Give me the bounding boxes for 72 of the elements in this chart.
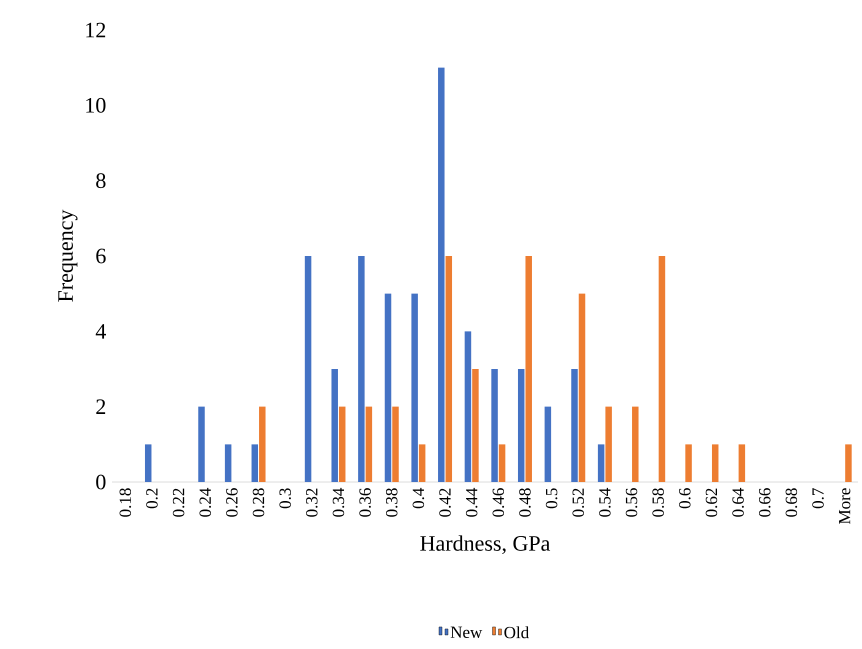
bar (252, 444, 258, 482)
x-tick-label: 0.28 (252, 488, 264, 517)
bar (578, 294, 586, 482)
y-tick-label: 0 (96, 474, 106, 490)
bar (198, 406, 205, 482)
x-tick-label: 0.56 (626, 488, 638, 517)
x-tick-label: 0.66 (758, 488, 771, 517)
bar (598, 444, 604, 482)
y-axis-title: Frequency (58, 210, 78, 302)
x-tick-label: 0.3 (279, 488, 291, 508)
x-tick-label: 0.2 (146, 488, 158, 508)
x-tick-label: 0.36 (359, 488, 371, 517)
bar (632, 406, 639, 482)
bar (358, 256, 365, 482)
x-tick-label: 0.38 (386, 488, 398, 517)
bar (658, 256, 666, 482)
x-tick-label: 0.58 (652, 488, 664, 517)
x-tick-label: 0.7 (812, 488, 824, 508)
x-tick-label: 0.5 (546, 488, 558, 508)
x-tick-label: 0.6 (679, 488, 691, 508)
bar (464, 331, 472, 482)
bar (411, 294, 418, 482)
x-tick-label: 0.64 (732, 488, 744, 517)
bar (544, 406, 552, 482)
x-tick-label: 0.4 (412, 488, 424, 508)
x-tick-label: 0.34 (332, 488, 344, 517)
bar (518, 369, 524, 482)
y-tick-label: 10 (86, 98, 106, 113)
bar (304, 256, 312, 482)
legend-label: Old (504, 626, 529, 638)
bar (384, 294, 392, 482)
x-tick-label: 0.68 (786, 488, 798, 517)
x-tick-label: 0.32 (306, 488, 318, 517)
x-tick-label: 0.26 (226, 488, 238, 517)
bar (525, 256, 532, 482)
x-tick-label: 0.18 (120, 488, 132, 517)
x-tick-label: 0.22 (172, 488, 184, 517)
bar (366, 406, 372, 482)
y-tick-label: 2 (96, 399, 106, 414)
x-tick-label: 0.24 (199, 488, 212, 517)
bar (685, 444, 692, 482)
x-tick-label: More (839, 488, 850, 524)
y-tick-label: 4 (96, 324, 106, 339)
bar (418, 444, 426, 482)
x-tick-label: 0.48 (519, 488, 531, 517)
x-tick-label: 0.42 (439, 488, 451, 517)
bar (338, 406, 346, 482)
x-tick-label: 0.54 (599, 488, 611, 517)
legend-label: New (450, 626, 482, 638)
x-tick-label: 0.44 (466, 488, 478, 517)
bar (224, 444, 232, 482)
bar (712, 444, 718, 482)
bar (331, 369, 338, 482)
bar (259, 406, 266, 482)
bar (144, 444, 152, 482)
y-tick-label: 8 (96, 173, 106, 188)
bar (472, 369, 479, 482)
bar (605, 406, 612, 482)
bar (491, 369, 498, 482)
x-tick-label: 0.62 (706, 488, 718, 517)
bar (498, 444, 506, 482)
bar (446, 256, 452, 482)
x-axis-title: Hardness, GPa (420, 535, 550, 554)
bar (571, 369, 578, 482)
bar (738, 444, 746, 482)
y-tick-label: 12 (86, 22, 106, 38)
y-tick-label: 6 (96, 248, 106, 264)
x-tick-label: 0.52 (572, 488, 584, 517)
x-tick-label: 0.46 (492, 488, 504, 517)
bar (438, 68, 445, 482)
bar (392, 406, 399, 482)
bar (845, 444, 852, 482)
